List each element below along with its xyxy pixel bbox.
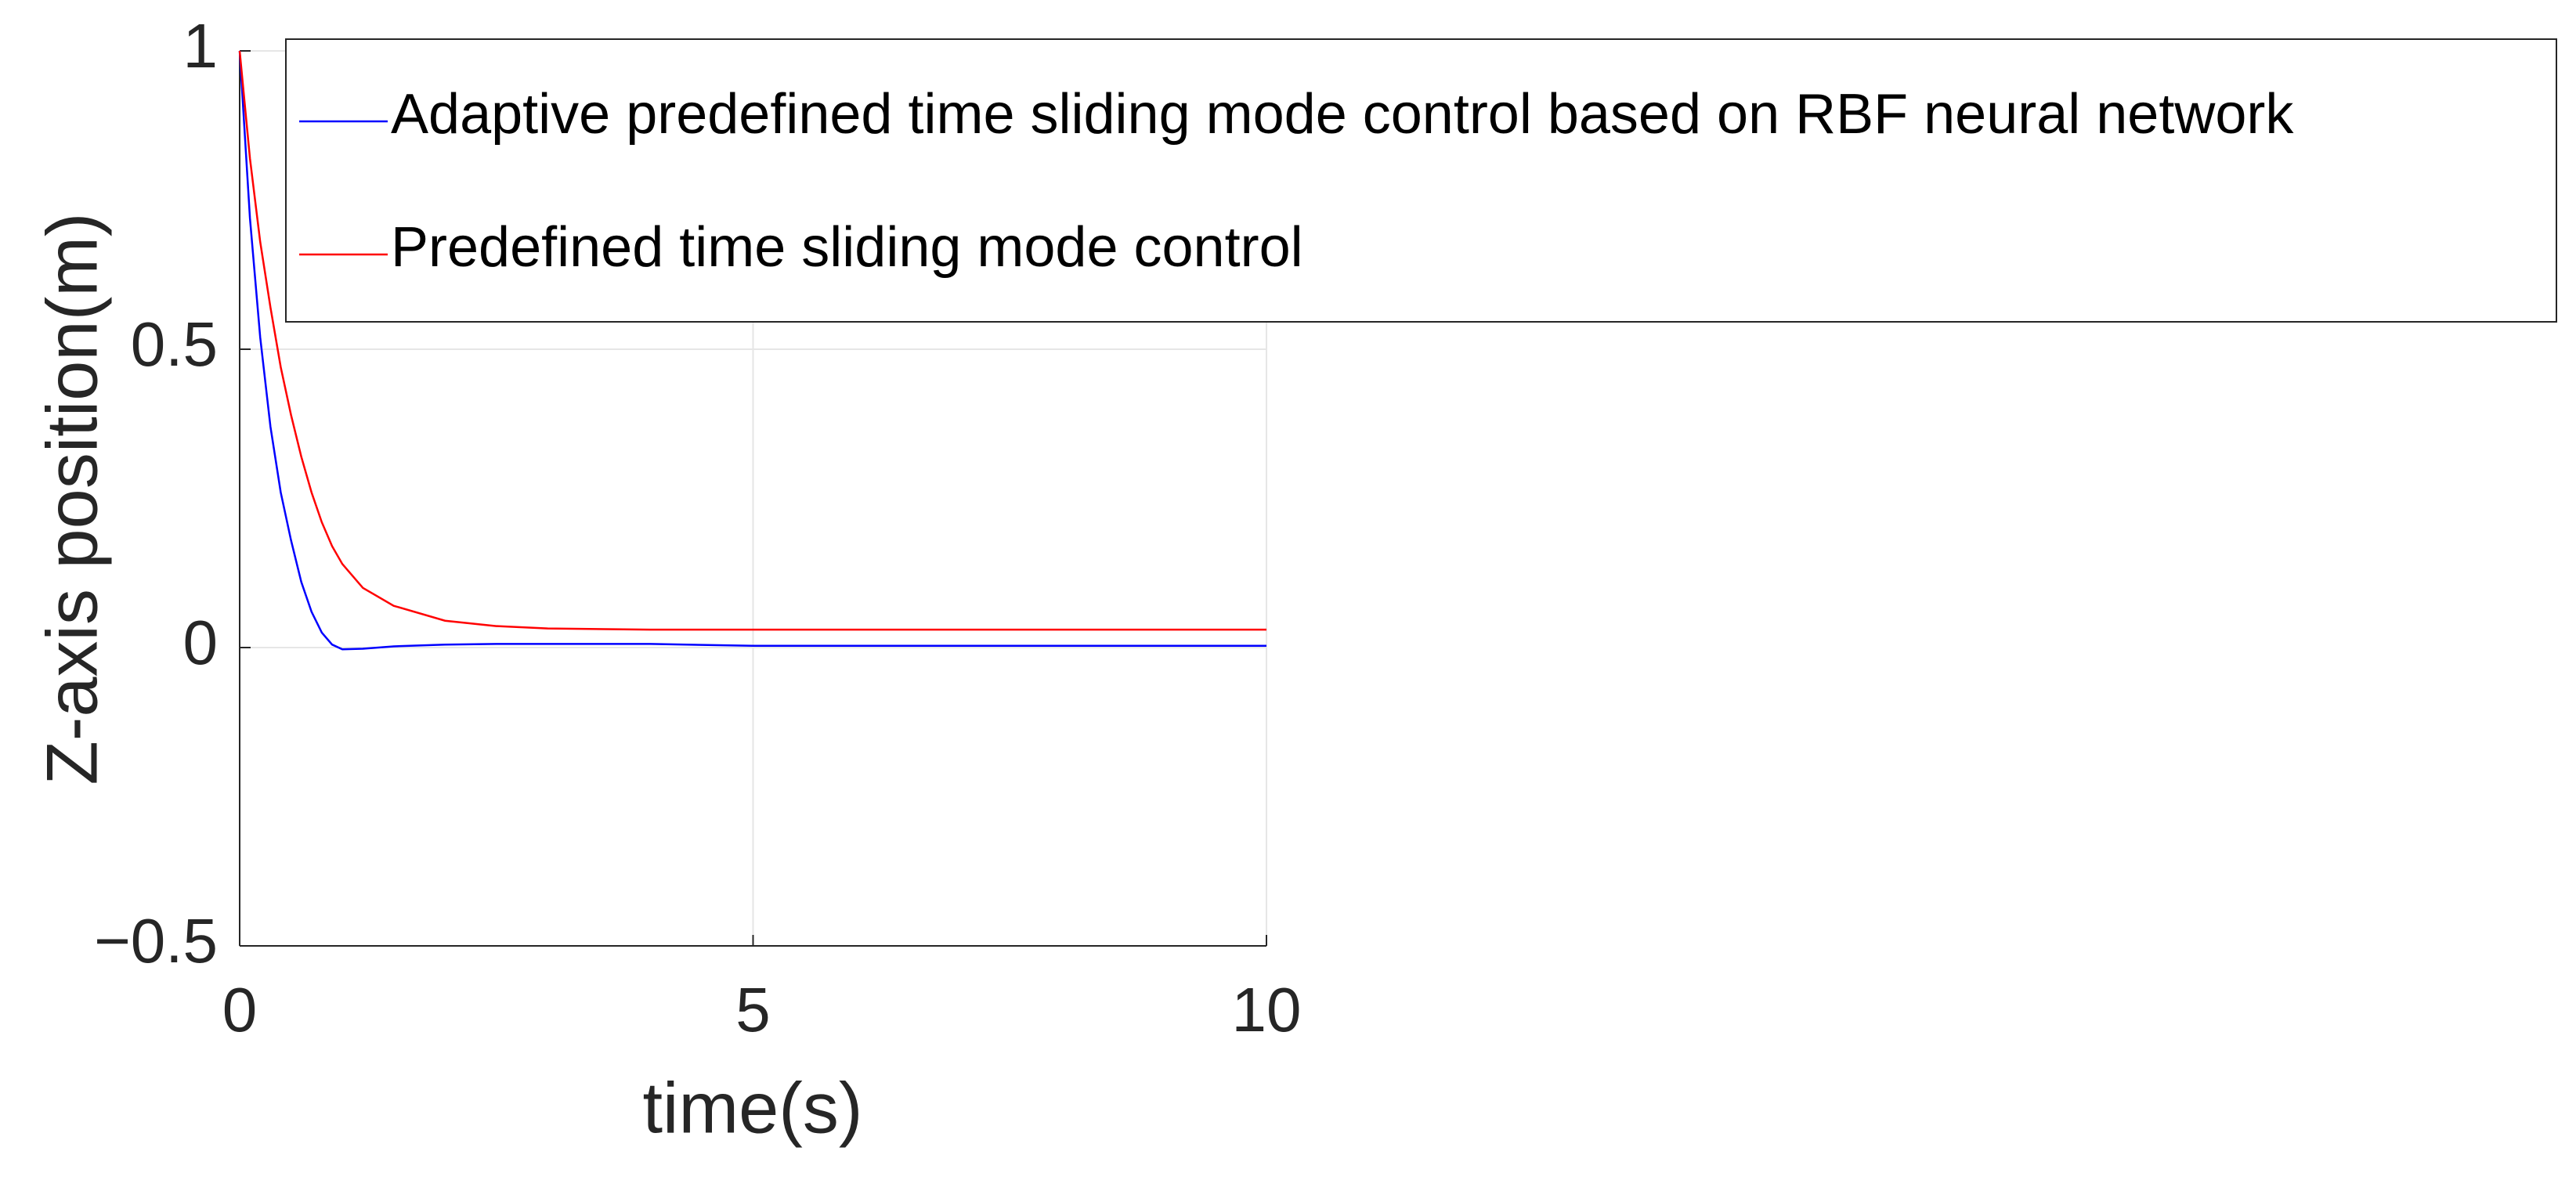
legend-label: Adaptive predefined time sliding mode co… xyxy=(391,83,2294,146)
x-axis-label: time(s) xyxy=(642,1068,862,1148)
y-tick-label: −0.5 xyxy=(94,906,218,976)
y-tick-label: 0.5 xyxy=(131,309,218,379)
data-line xyxy=(238,50,1266,651)
y-axis-label: Z-axis position(m) xyxy=(32,212,112,785)
y-tick-label: 1 xyxy=(183,11,219,81)
legend-box xyxy=(285,38,2557,323)
x-tick-label: 0 xyxy=(222,975,258,1045)
x-tick-label: 10 xyxy=(1232,975,1302,1045)
legend-label: Predefined time sliding mode control xyxy=(391,216,1303,279)
y-tick-label: 0 xyxy=(183,608,219,677)
x-tick-label: 5 xyxy=(735,975,771,1045)
data-line xyxy=(238,50,1266,631)
